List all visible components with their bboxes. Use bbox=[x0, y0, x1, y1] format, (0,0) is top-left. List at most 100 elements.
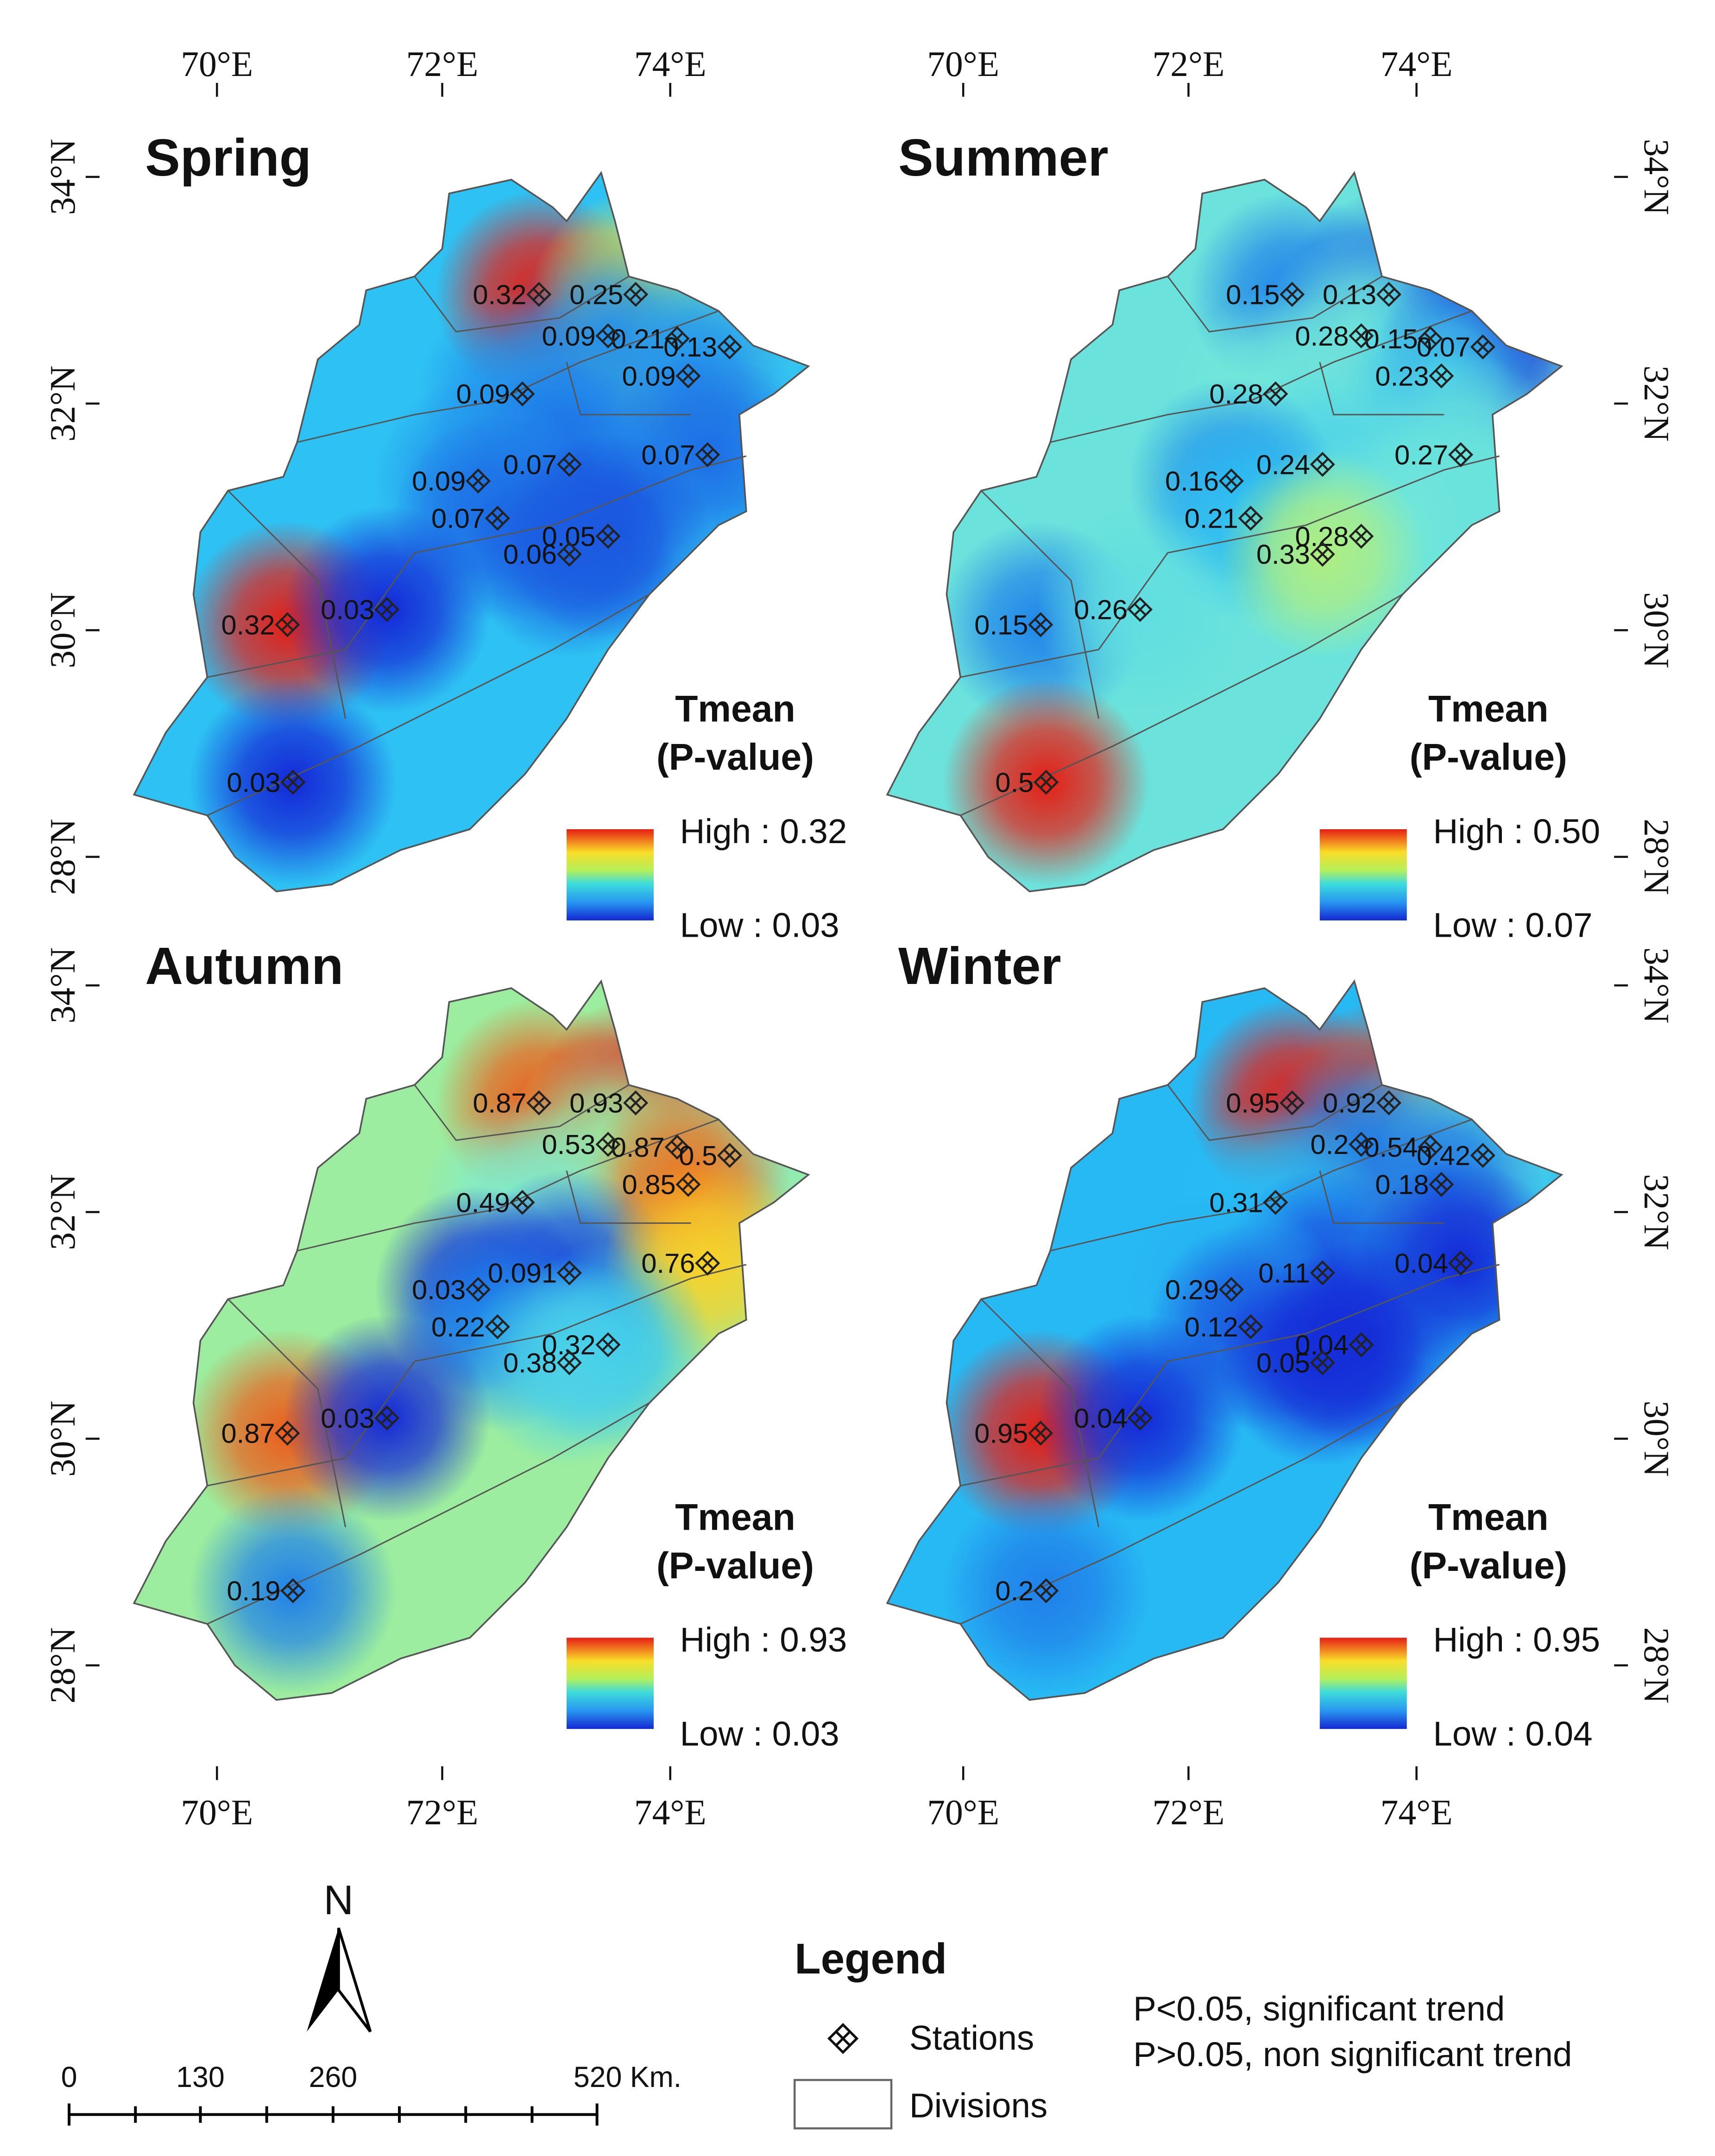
station-label: 0.03 bbox=[321, 1403, 374, 1434]
station-diamond bbox=[1034, 769, 1059, 795]
station-cross bbox=[701, 1257, 714, 1270]
station-diamond bbox=[1310, 1260, 1335, 1286]
station-cross bbox=[682, 1178, 695, 1191]
station-diamond bbox=[374, 597, 400, 622]
station bbox=[1429, 363, 1454, 389]
station-diamond bbox=[675, 363, 701, 389]
station-cross bbox=[1316, 1356, 1329, 1369]
station bbox=[1310, 452, 1335, 477]
scale-label: 0 bbox=[61, 2061, 77, 2093]
station-cross bbox=[1435, 369, 1448, 382]
station-label: 0.15 bbox=[974, 609, 1028, 640]
station-cross bbox=[629, 1097, 642, 1110]
longitude-label: 70°E bbox=[181, 1792, 253, 1832]
station-label: 0.38 bbox=[503, 1347, 557, 1378]
station-diamond bbox=[664, 1135, 690, 1160]
station-cross bbox=[532, 1097, 545, 1110]
station-cross bbox=[723, 340, 736, 353]
latitude-label: 30°N bbox=[43, 592, 82, 668]
station-diamond bbox=[717, 334, 743, 359]
station bbox=[1349, 1132, 1374, 1157]
station-cross bbox=[563, 458, 576, 471]
station-diamond bbox=[1376, 282, 1402, 307]
station bbox=[1028, 1420, 1053, 1446]
station-cross bbox=[629, 288, 642, 301]
station-label: 0.22 bbox=[431, 1311, 485, 1343]
station bbox=[466, 1277, 491, 1302]
station-label: 0.19 bbox=[227, 1576, 280, 1607]
division-boundary bbox=[414, 1084, 630, 1141]
station bbox=[1310, 1260, 1335, 1286]
station-diamond bbox=[556, 1350, 582, 1375]
station bbox=[1376, 282, 1402, 307]
station-diamond bbox=[1128, 1405, 1153, 1431]
station-diamond bbox=[275, 1420, 300, 1446]
station-label: 0.53 bbox=[542, 1129, 596, 1160]
station-label: 0.5 bbox=[679, 1140, 717, 1171]
station-cross bbox=[1316, 458, 1329, 471]
panel-title: Autumn bbox=[145, 937, 343, 996]
station-label: 0.26 bbox=[1074, 594, 1128, 625]
station-label: 0.21 bbox=[1185, 503, 1238, 534]
station-label: 0.09 bbox=[542, 321, 596, 352]
station bbox=[717, 334, 743, 359]
station bbox=[1218, 1277, 1244, 1302]
longitude-label: 70°E bbox=[181, 44, 253, 84]
station-label: 0.03 bbox=[321, 594, 374, 625]
station-label: 0.2 bbox=[995, 1576, 1034, 1607]
station-label: 0.12 bbox=[1185, 1311, 1238, 1343]
scale-label: 130 bbox=[176, 2061, 224, 2093]
scale-label: 520 Km. bbox=[574, 2061, 681, 2093]
station-cross bbox=[281, 1427, 294, 1440]
station-diamond bbox=[1310, 452, 1335, 477]
station-diamond bbox=[717, 1143, 743, 1168]
station-label: 0.21 bbox=[611, 323, 665, 354]
station-label: 0.27 bbox=[1394, 439, 1448, 470]
station bbox=[485, 1314, 510, 1340]
station-diamond bbox=[595, 523, 621, 549]
station bbox=[1376, 1090, 1402, 1116]
station-diamond bbox=[556, 452, 582, 477]
station-diamond bbox=[526, 1090, 552, 1116]
station-label: 0.93 bbox=[569, 1088, 623, 1119]
station-cross bbox=[1244, 1320, 1257, 1333]
station-cross bbox=[380, 1412, 393, 1425]
station-cross bbox=[1355, 530, 1368, 543]
station-diamond bbox=[510, 1190, 535, 1215]
legend-item: Stations bbox=[909, 2018, 1034, 2057]
station-diamond bbox=[556, 542, 582, 567]
station-diamond bbox=[1429, 363, 1454, 389]
station bbox=[1448, 1250, 1474, 1276]
station-label: 0.04 bbox=[1074, 1403, 1128, 1434]
station-label: 0.87 bbox=[221, 1418, 275, 1449]
station bbox=[664, 326, 690, 351]
station bbox=[280, 769, 306, 795]
station-diamond bbox=[1218, 468, 1244, 494]
station bbox=[1470, 334, 1495, 359]
station-cross bbox=[602, 329, 615, 342]
station-label: 0.04 bbox=[1295, 1330, 1349, 1361]
station-diamond bbox=[1263, 1190, 1288, 1215]
station-diamond bbox=[1448, 1250, 1474, 1276]
division-boundary bbox=[1167, 276, 1382, 333]
legend-title: Tmean bbox=[675, 1497, 795, 1538]
station bbox=[1263, 1190, 1288, 1215]
division-boundary bbox=[227, 1299, 347, 1527]
station-diamond bbox=[1128, 597, 1153, 622]
station-label: 0.04 bbox=[1394, 1248, 1448, 1279]
legend-title: Legend bbox=[794, 1935, 947, 1983]
latitude-label: 30°N bbox=[1637, 1400, 1677, 1477]
division-boundary bbox=[227, 490, 347, 719]
latitude-label: 32°N bbox=[1637, 366, 1677, 442]
longitude-label: 70°E bbox=[927, 44, 999, 84]
station-label: 0.18 bbox=[1375, 1169, 1429, 1200]
station-label: 0.13 bbox=[663, 332, 717, 363]
station bbox=[275, 612, 300, 637]
station bbox=[675, 1172, 701, 1197]
color-high: High : 0.32 bbox=[680, 812, 847, 851]
station-label: 0.54 bbox=[1364, 1132, 1418, 1163]
station bbox=[1310, 1350, 1335, 1375]
division-boundary bbox=[1319, 362, 1444, 416]
station-cross bbox=[1134, 603, 1147, 616]
station bbox=[664, 1135, 690, 1160]
